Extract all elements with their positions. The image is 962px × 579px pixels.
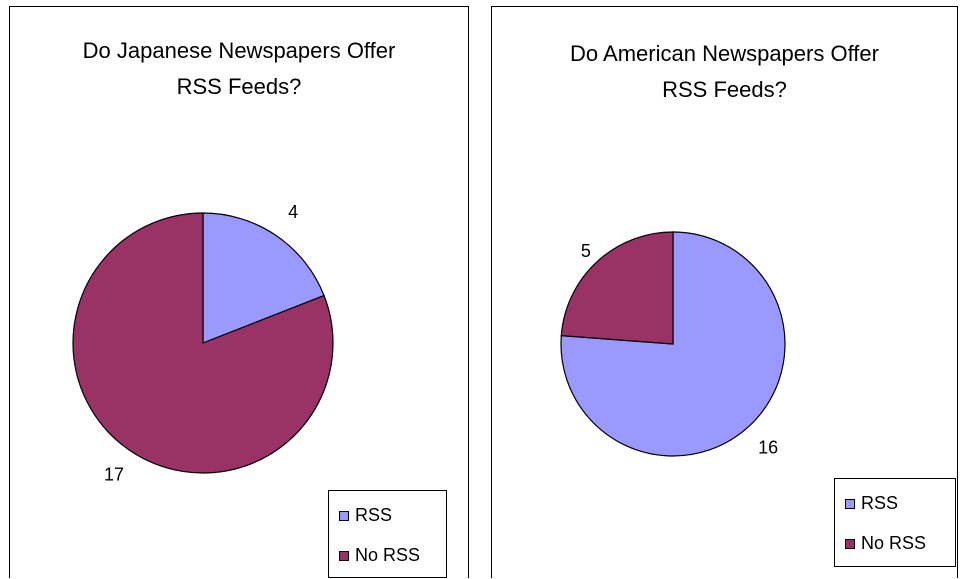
data-label-no-rss: 5 xyxy=(581,241,591,261)
pie-chart: 4 17 xyxy=(72,202,334,485)
legend-swatch-rss xyxy=(339,510,349,521)
legend-label-rss: RSS xyxy=(861,493,899,513)
legend-label-no-rss: No RSS xyxy=(861,533,927,553)
pie-slice-rss xyxy=(202,212,325,344)
pie-slice-no-rss xyxy=(560,231,674,345)
legend-item-no-rss: No RSS xyxy=(845,533,926,554)
legend-item-rss: RSS xyxy=(339,505,392,526)
chart-legend: RSS No RSS xyxy=(834,478,956,567)
data-label-rss: 4 xyxy=(288,202,298,222)
chart-title-line-2: RSS Feeds? xyxy=(176,74,302,99)
chart-title-line-1: Do Japanese Newspapers Offer xyxy=(82,38,396,63)
chart-title: Do American Newspapers Offer RSS Feeds? xyxy=(492,36,957,108)
legend-label-rss: RSS xyxy=(355,505,393,525)
chart-panel-japanese: Do Japanese Newspapers Offer RSS Feeds? … xyxy=(9,6,469,578)
chart-title: Do Japanese Newspapers Offer RSS Feeds? xyxy=(10,33,468,105)
chart-legend: RSS No RSS xyxy=(328,490,447,578)
pie-chart: 16 5 xyxy=(560,231,786,458)
data-label-no-rss: 17 xyxy=(104,465,124,485)
legend-item-no-rss: No RSS xyxy=(339,545,420,566)
legend-swatch-no-rss xyxy=(845,538,855,549)
pie-slice-no-rss xyxy=(72,212,334,474)
chart-panel-american: Do American Newspapers Offer RSS Feeds? … xyxy=(491,6,958,578)
legend-item-rss: RSS xyxy=(845,493,898,514)
chart-title-line-1: Do American Newspapers Offer xyxy=(570,41,879,66)
legend-label-no-rss: No RSS xyxy=(355,545,421,565)
data-label-rss: 16 xyxy=(758,438,778,458)
legend-swatch-rss xyxy=(845,498,855,509)
legend-swatch-no-rss xyxy=(339,550,349,561)
chart-title-line-2: RSS Feeds? xyxy=(662,77,787,102)
